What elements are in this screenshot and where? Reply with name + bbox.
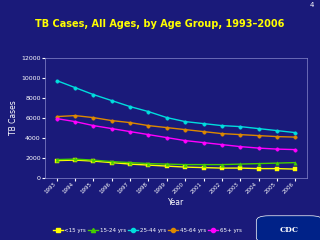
Y-axis label: TB Cases: TB Cases: [9, 100, 18, 135]
X-axis label: Year: Year: [168, 198, 184, 207]
FancyBboxPatch shape: [256, 216, 320, 240]
Text: CDC: CDC: [280, 226, 299, 234]
Text: TB Cases, All Ages, by Age Group, 1993–2006: TB Cases, All Ages, by Age Group, 1993–2…: [35, 19, 285, 29]
Text: 4: 4: [309, 2, 314, 8]
Legend: <15 yrs, 15-24 yrs, 25-44 yrs, 45-64 yrs, 65+ yrs: <15 yrs, 15-24 yrs, 25-44 yrs, 45-64 yrs…: [50, 225, 244, 235]
